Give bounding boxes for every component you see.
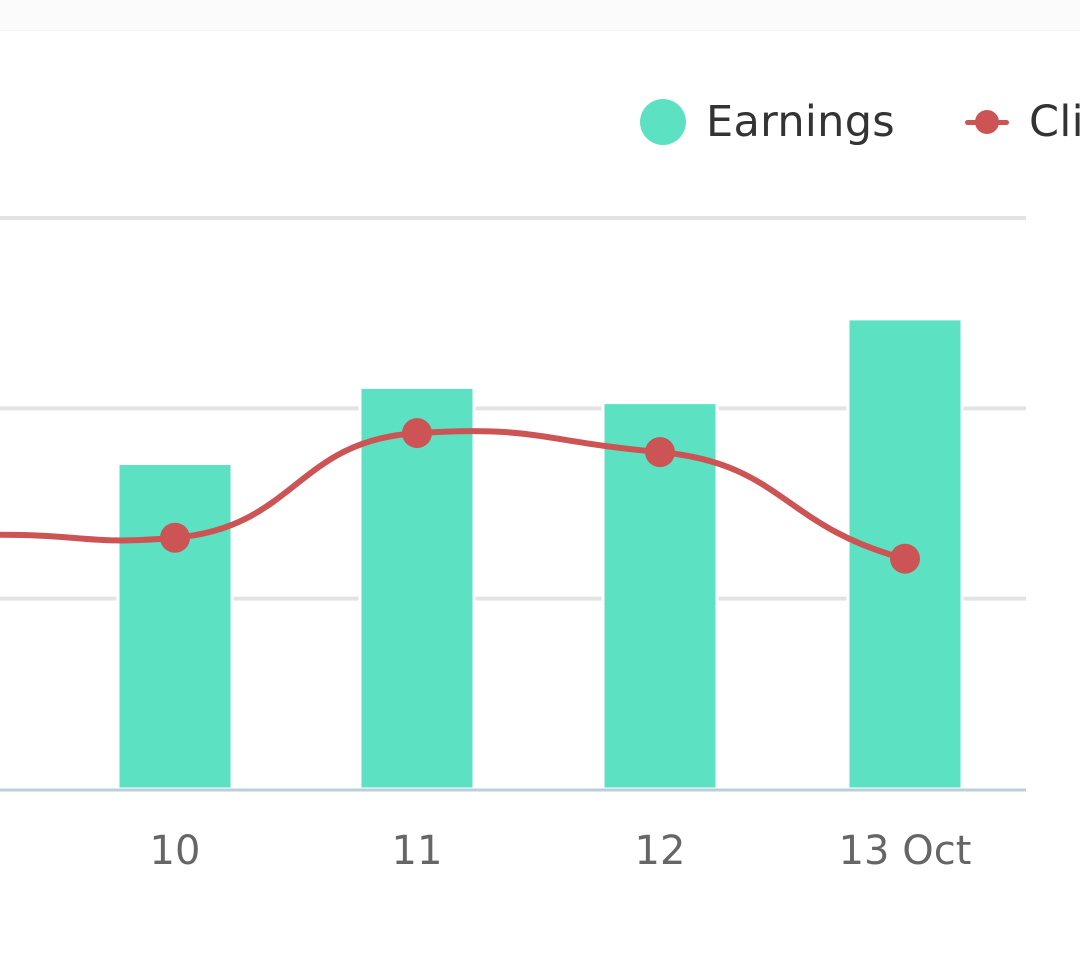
earnings-bar[interactable] — [116, 462, 234, 791]
legend-earnings-swatch — [640, 99, 686, 145]
x-tick-label: 13 Oct — [839, 828, 972, 874]
chart-legend: Earnings Clic — [640, 92, 1080, 152]
x-tick-label: 11 — [392, 828, 443, 874]
legend-earnings-label: Earnings — [706, 97, 895, 147]
clicks-series — [0, 418, 920, 574]
clicks-point[interactable] — [645, 437, 675, 468]
legend-clicks-label: Clic — [1029, 97, 1080, 147]
legend-item-earnings[interactable]: Earnings — [640, 97, 895, 147]
legend-item-clicks[interactable]: Clic — [965, 97, 1080, 147]
clicks-point[interactable] — [402, 418, 432, 449]
x-axis-ticks: 10 11 12 13 Oct — [150, 828, 972, 874]
top-strip — [0, 0, 1080, 31]
earnings-bars — [116, 317, 964, 791]
clicks-point[interactable] — [890, 543, 920, 574]
clicks-point[interactable] — [160, 522, 190, 553]
x-tick-label: 12 — [635, 828, 686, 874]
x-tick-label: 10 — [150, 828, 201, 874]
legend-clicks-marker — [975, 110, 999, 134]
legend-clicks-swatch — [965, 107, 1009, 137]
